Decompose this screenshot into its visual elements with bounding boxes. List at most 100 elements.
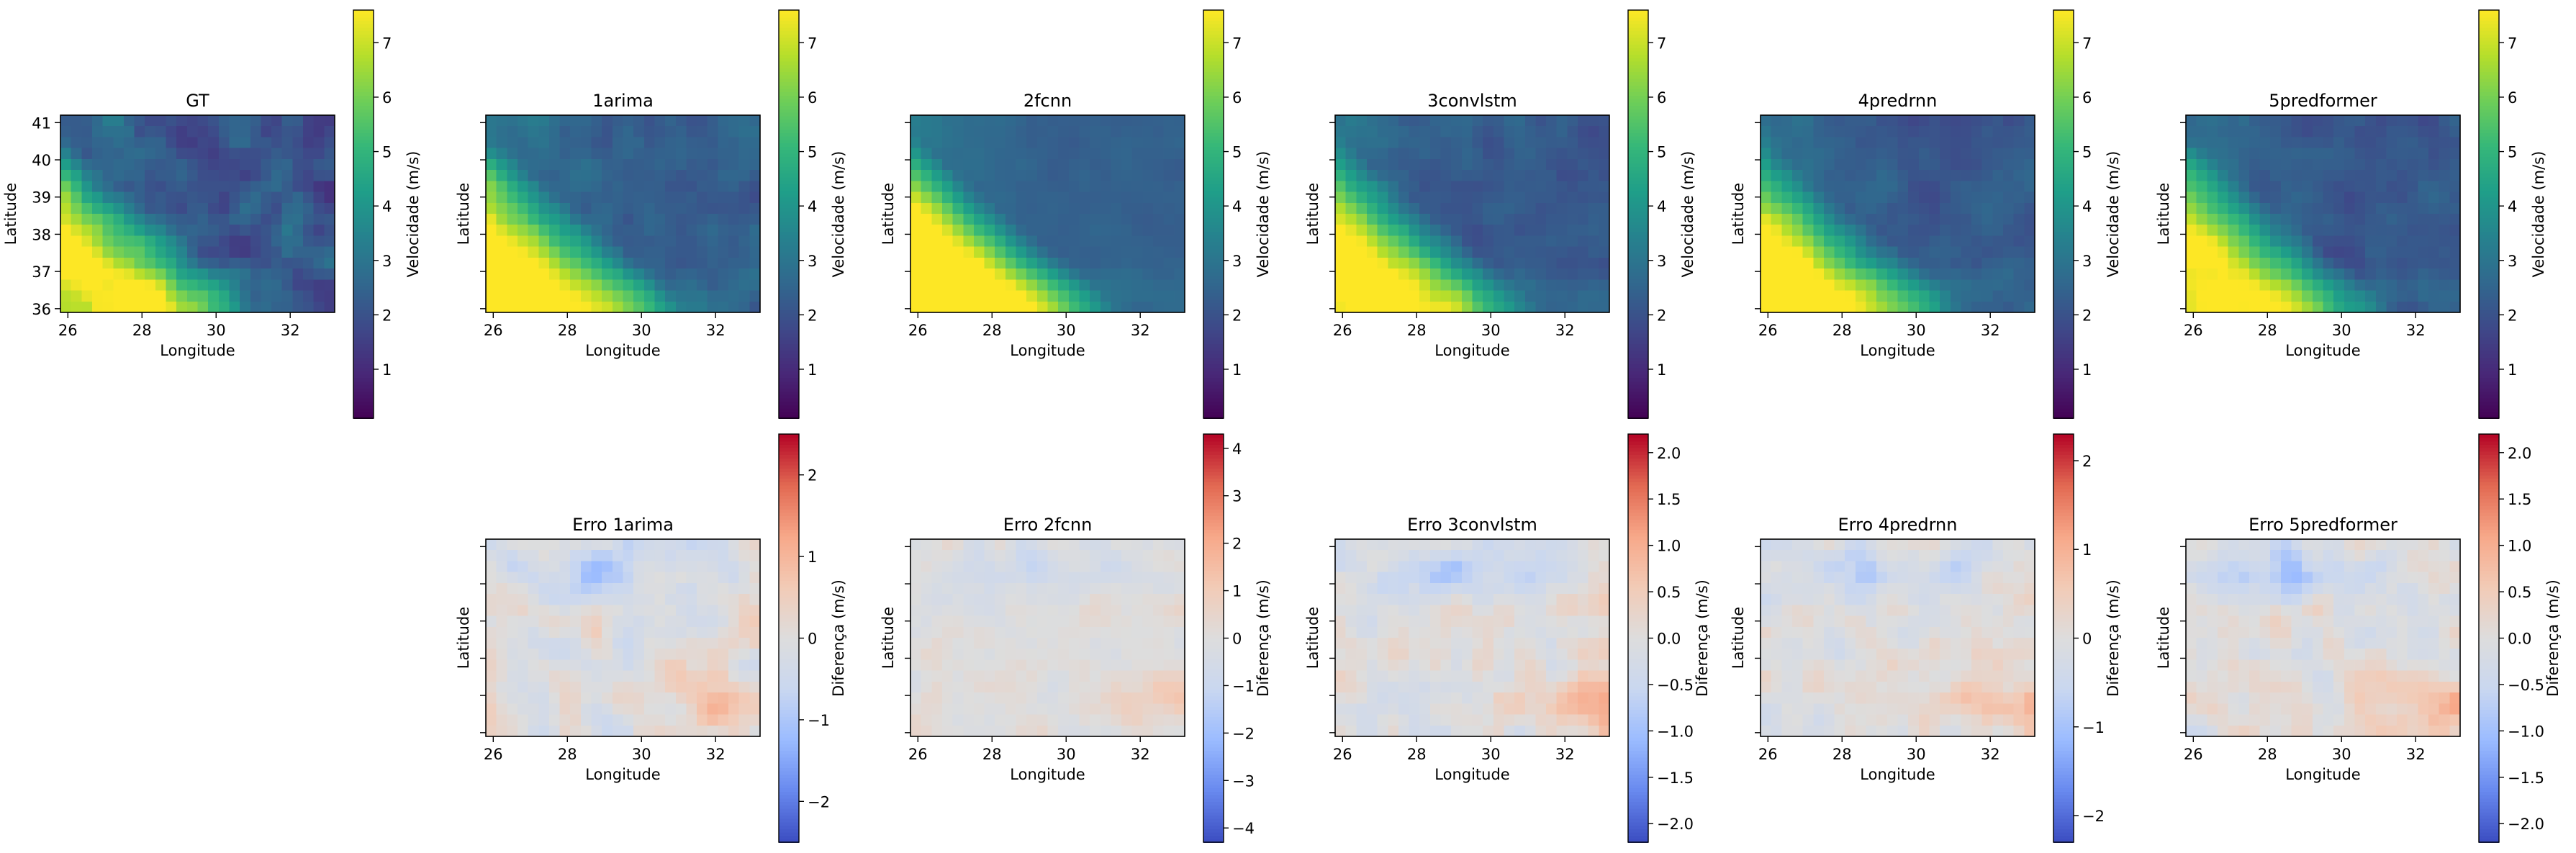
heatmap-cell — [2186, 268, 2197, 280]
heatmap-cell — [1111, 670, 1122, 682]
heatmap-cell — [166, 301, 177, 313]
colorbar-segment — [1628, 74, 1648, 79]
heatmap-cell — [313, 191, 325, 204]
heatmap-cell — [1335, 137, 1347, 149]
heatmap-cell — [486, 214, 497, 225]
heatmap-cell — [1802, 214, 1814, 225]
heatmap-cell — [995, 191, 1006, 204]
heatmap-cell — [2291, 126, 2302, 138]
heatmap-cell — [931, 257, 943, 269]
heatmap-cell — [570, 670, 582, 682]
colorbar-segment — [2479, 194, 2499, 198]
heatmap-cell — [580, 703, 592, 716]
heatmap-cell — [941, 638, 954, 649]
heatmap-cell — [1047, 670, 1059, 682]
heatmap-cell — [2013, 115, 2025, 127]
heatmap-cell — [941, 170, 954, 181]
heatmap-cell — [697, 605, 708, 617]
heatmap-cell — [1016, 714, 1027, 726]
heatmap-cell — [538, 594, 550, 605]
heatmap-cell — [2418, 181, 2429, 193]
colorbar-frame — [1203, 9, 1224, 419]
colorbar-segment — [2479, 258, 2499, 263]
colorbar-tick-label: 1 — [1232, 361, 1242, 379]
heatmap-cell — [91, 148, 104, 160]
heatmap-cell — [1036, 137, 1049, 149]
heatmap-cell — [686, 692, 697, 704]
heatmap-cell — [538, 582, 550, 595]
heatmap-cell — [1036, 257, 1049, 269]
colorbar-segment — [779, 346, 799, 351]
heatmap-cell — [1451, 191, 1463, 204]
heatmap-cell — [123, 170, 135, 181]
heatmap-cell — [623, 137, 634, 149]
colorbar-segment — [779, 597, 799, 602]
heatmap-cell — [952, 670, 964, 682]
colorbar-segment — [1628, 91, 1648, 96]
colorbar-segment — [2053, 217, 2074, 222]
heatmap-cell — [496, 148, 507, 160]
heatmap-cell — [2386, 268, 2398, 280]
heatmap-cell — [952, 659, 964, 672]
heatmap-cell — [486, 582, 497, 595]
heatmap-cell — [1761, 158, 1772, 171]
heatmap-cell — [1451, 246, 1463, 258]
colorbar-segment — [779, 471, 799, 476]
heatmap-cell — [2259, 246, 2271, 258]
colorbar-segment — [1203, 194, 1224, 198]
colorbar-segment — [779, 330, 799, 334]
colorbar-segment — [2053, 98, 2074, 103]
heatmap-cell — [218, 191, 230, 204]
heatmap-cell — [271, 235, 283, 248]
heatmap-cell — [134, 202, 145, 215]
heatmap-cell — [1886, 257, 1899, 269]
colorbar-segment — [779, 115, 799, 119]
heatmap-cell — [1388, 235, 1399, 248]
colorbar-segment — [779, 34, 799, 38]
heatmap-cell — [113, 115, 125, 127]
colorbar-segment — [779, 122, 799, 127]
heatmap-cell — [324, 235, 335, 248]
heatmap-cells — [910, 539, 1185, 737]
heatmap-cell — [559, 572, 571, 584]
heatmap-cell — [963, 170, 975, 181]
heatmap-cell — [995, 148, 1006, 160]
heatmap-cell — [1950, 115, 1962, 127]
heatmap-cell — [1345, 158, 1357, 171]
colorbar-segment — [779, 791, 799, 795]
colorbar — [353, 10, 374, 419]
heatmap-cell — [1005, 703, 1017, 716]
colorbar-segment — [1628, 27, 1648, 32]
heatmap-cell — [1366, 158, 1378, 171]
colorbar-segment — [779, 740, 799, 744]
heatmap-cell — [963, 158, 975, 171]
heatmap-cell — [570, 638, 582, 649]
heatmap-cell — [2386, 158, 2398, 171]
colorbar-segment — [1203, 68, 1224, 72]
heatmap-cell — [1016, 170, 1027, 181]
heatmap-cell — [1153, 594, 1165, 605]
colorbar-segment — [2479, 289, 2499, 293]
colorbar-segment — [2479, 115, 2499, 119]
heatmap-cell — [1131, 649, 1143, 661]
heatmap-cell — [1461, 268, 1473, 280]
colorbar-segment — [1203, 682, 1224, 687]
heatmap-cell — [1068, 659, 1080, 672]
heatmap-cell — [2428, 158, 2440, 171]
heatmap-cell — [1419, 301, 1431, 313]
heatmap-cell — [2397, 268, 2408, 280]
heatmap-cell — [1493, 235, 1505, 248]
heatmap-cell — [1535, 126, 1547, 138]
colorbar-segment — [2053, 360, 2074, 365]
heatmap-cell — [91, 301, 104, 313]
heatmap-cell — [1100, 202, 1112, 215]
heatmap-cell — [559, 615, 571, 628]
colorbar-segment — [779, 784, 799, 789]
heatmap-cell — [1058, 703, 1070, 716]
heatmap-cell — [1535, 225, 1547, 237]
colorbar-segment — [2053, 292, 2074, 297]
heatmap-cell — [218, 126, 230, 138]
heatmap-cell — [2333, 137, 2345, 149]
heatmap-cell — [686, 626, 697, 638]
heatmap-cell — [1121, 594, 1133, 605]
